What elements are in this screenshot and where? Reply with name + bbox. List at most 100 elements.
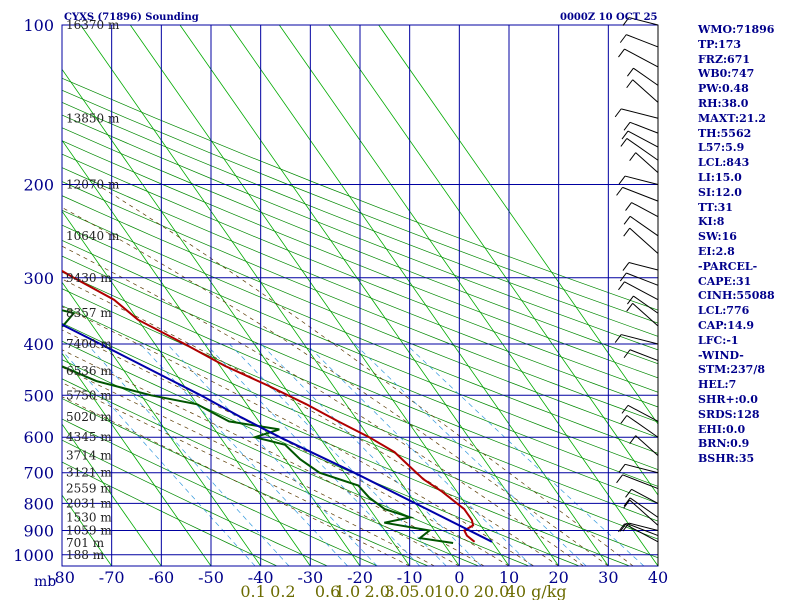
wind-barb-flag bbox=[622, 17, 630, 26]
skewed-isotherm bbox=[62, 281, 261, 566]
pressure-label: 200 bbox=[23, 175, 54, 194]
mixing-ratio-label: 10.0 bbox=[434, 582, 470, 600]
index-item: WB0:747 bbox=[698, 67, 755, 81]
wind-barb-flag bbox=[623, 499, 631, 509]
height-label: 2559 m bbox=[66, 482, 112, 496]
mixing-ratio-label: 40 g/kg bbox=[506, 582, 567, 600]
height-label: 16370 m bbox=[66, 18, 120, 32]
wind-barb bbox=[631, 488, 659, 504]
dry-adiabat bbox=[62, 461, 278, 566]
wind-barb-flag bbox=[625, 489, 632, 498]
series-group bbox=[62, 269, 493, 544]
wind-barb bbox=[627, 130, 659, 148]
index-item: HEL:7 bbox=[698, 378, 737, 392]
moist-adiabat bbox=[62, 382, 435, 566]
x-tick-label: -60 bbox=[148, 568, 174, 587]
skewed-isotherm bbox=[62, 210, 311, 566]
wind-barb-flag bbox=[616, 474, 623, 484]
wind-barb-flag bbox=[629, 152, 637, 161]
height-label: 3121 m bbox=[66, 466, 112, 480]
mixing-ratio-label: 0.6 bbox=[315, 582, 340, 600]
x-tick-label: 0 bbox=[454, 568, 464, 587]
wind-barb bbox=[626, 138, 659, 161]
wind-barb-flag bbox=[625, 202, 632, 211]
x-tick-label: 30 bbox=[598, 568, 618, 587]
height-label: 2031 m bbox=[66, 496, 112, 510]
height-label: 5020 m bbox=[66, 410, 112, 424]
skewed-isotherm bbox=[378, 25, 658, 425]
index-item: -WIND- bbox=[698, 348, 744, 362]
wind-barb-flag bbox=[618, 523, 625, 533]
index-item: EHI:0.0 bbox=[698, 422, 746, 436]
height-label: 6536 m bbox=[66, 364, 112, 378]
wind-barb bbox=[622, 186, 659, 202]
index-item: TP:173 bbox=[698, 37, 742, 51]
height-label: 5750 m bbox=[66, 388, 112, 402]
dry-adiabat bbox=[62, 398, 429, 566]
index-item: KI:8 bbox=[698, 215, 725, 229]
wind-barbs bbox=[614, 17, 659, 566]
height-label: 1059 m bbox=[66, 524, 112, 538]
mixing-ratio-label: 2.0 bbox=[365, 582, 390, 600]
wind-barb-flag bbox=[621, 130, 629, 140]
dry-adiabat bbox=[62, 127, 658, 365]
dry-adiabat bbox=[62, 305, 658, 559]
chart-title: CYXS (71896) Sounding bbox=[64, 12, 199, 23]
dry-adiabat bbox=[62, 167, 658, 408]
wind-barb bbox=[629, 227, 659, 254]
dry-adiabat bbox=[62, 418, 378, 566]
x-tick-label: -80 bbox=[49, 568, 75, 587]
height-label: 188 m bbox=[66, 548, 105, 562]
series-line bbox=[62, 323, 493, 543]
wind-barb bbox=[624, 281, 659, 301]
x-tick-label: -70 bbox=[99, 568, 125, 587]
mixing-ratio-label: 0.2 bbox=[270, 582, 295, 600]
wind-barb-flag bbox=[623, 227, 631, 237]
dry-adiabat bbox=[62, 378, 479, 566]
mixing-ratio-line bbox=[306, 343, 533, 566]
x-tick-label: -10 bbox=[397, 568, 423, 587]
pressure-label: 100 bbox=[23, 16, 54, 35]
height-label: 13850 m bbox=[66, 111, 120, 125]
wind-barb bbox=[635, 152, 659, 174]
mixing-ratio-label: 3.0 bbox=[384, 582, 409, 600]
wind-barb-flag bbox=[627, 295, 634, 305]
wind-barb bbox=[633, 295, 659, 314]
index-item: RH:38.0 bbox=[698, 97, 749, 110]
wind-barb bbox=[633, 67, 659, 86]
dry-adiabat bbox=[62, 195, 658, 438]
skewed-isotherm bbox=[62, 139, 361, 566]
dry-adiabat bbox=[62, 359, 529, 566]
wind-barb bbox=[627, 404, 659, 422]
wind-barb-flag bbox=[626, 79, 634, 89]
height-label: 701 m bbox=[66, 536, 105, 550]
height-label: 9430 m bbox=[66, 271, 112, 285]
wind-barb-flag bbox=[626, 303, 634, 312]
y-axis-label: mb bbox=[34, 574, 56, 590]
wind-barb bbox=[626, 34, 659, 48]
wind-barb-flag bbox=[614, 108, 622, 118]
wind-barb bbox=[621, 334, 659, 345]
wind-barb bbox=[635, 435, 659, 457]
wind-barb-flag bbox=[619, 272, 627, 282]
skewed-isotherm bbox=[62, 565, 63, 566]
wind-barb bbox=[628, 522, 659, 532]
moist-adiabat bbox=[62, 207, 609, 566]
skewed-isotherm bbox=[0, 25, 12, 566]
mixing-ratio-line bbox=[205, 343, 421, 566]
mixing-ratio-label: 0.1 bbox=[240, 582, 265, 600]
pressure-label: 400 bbox=[23, 335, 54, 354]
dry-adiabat bbox=[62, 271, 658, 522]
skewed-isotherm bbox=[179, 25, 559, 566]
x-tick-label: -30 bbox=[297, 568, 323, 587]
pressure-label: 600 bbox=[23, 428, 54, 447]
index-item: SW:16 bbox=[698, 230, 737, 244]
moist-adiabat bbox=[62, 329, 510, 566]
dry-adiabat bbox=[62, 102, 658, 337]
index-item: LFC:-1 bbox=[698, 333, 739, 347]
wind-barb bbox=[624, 523, 659, 543]
height-label: 12070 m bbox=[66, 177, 120, 191]
index-item: LCL:776 bbox=[698, 304, 750, 318]
wind-barb-flag bbox=[620, 415, 628, 424]
